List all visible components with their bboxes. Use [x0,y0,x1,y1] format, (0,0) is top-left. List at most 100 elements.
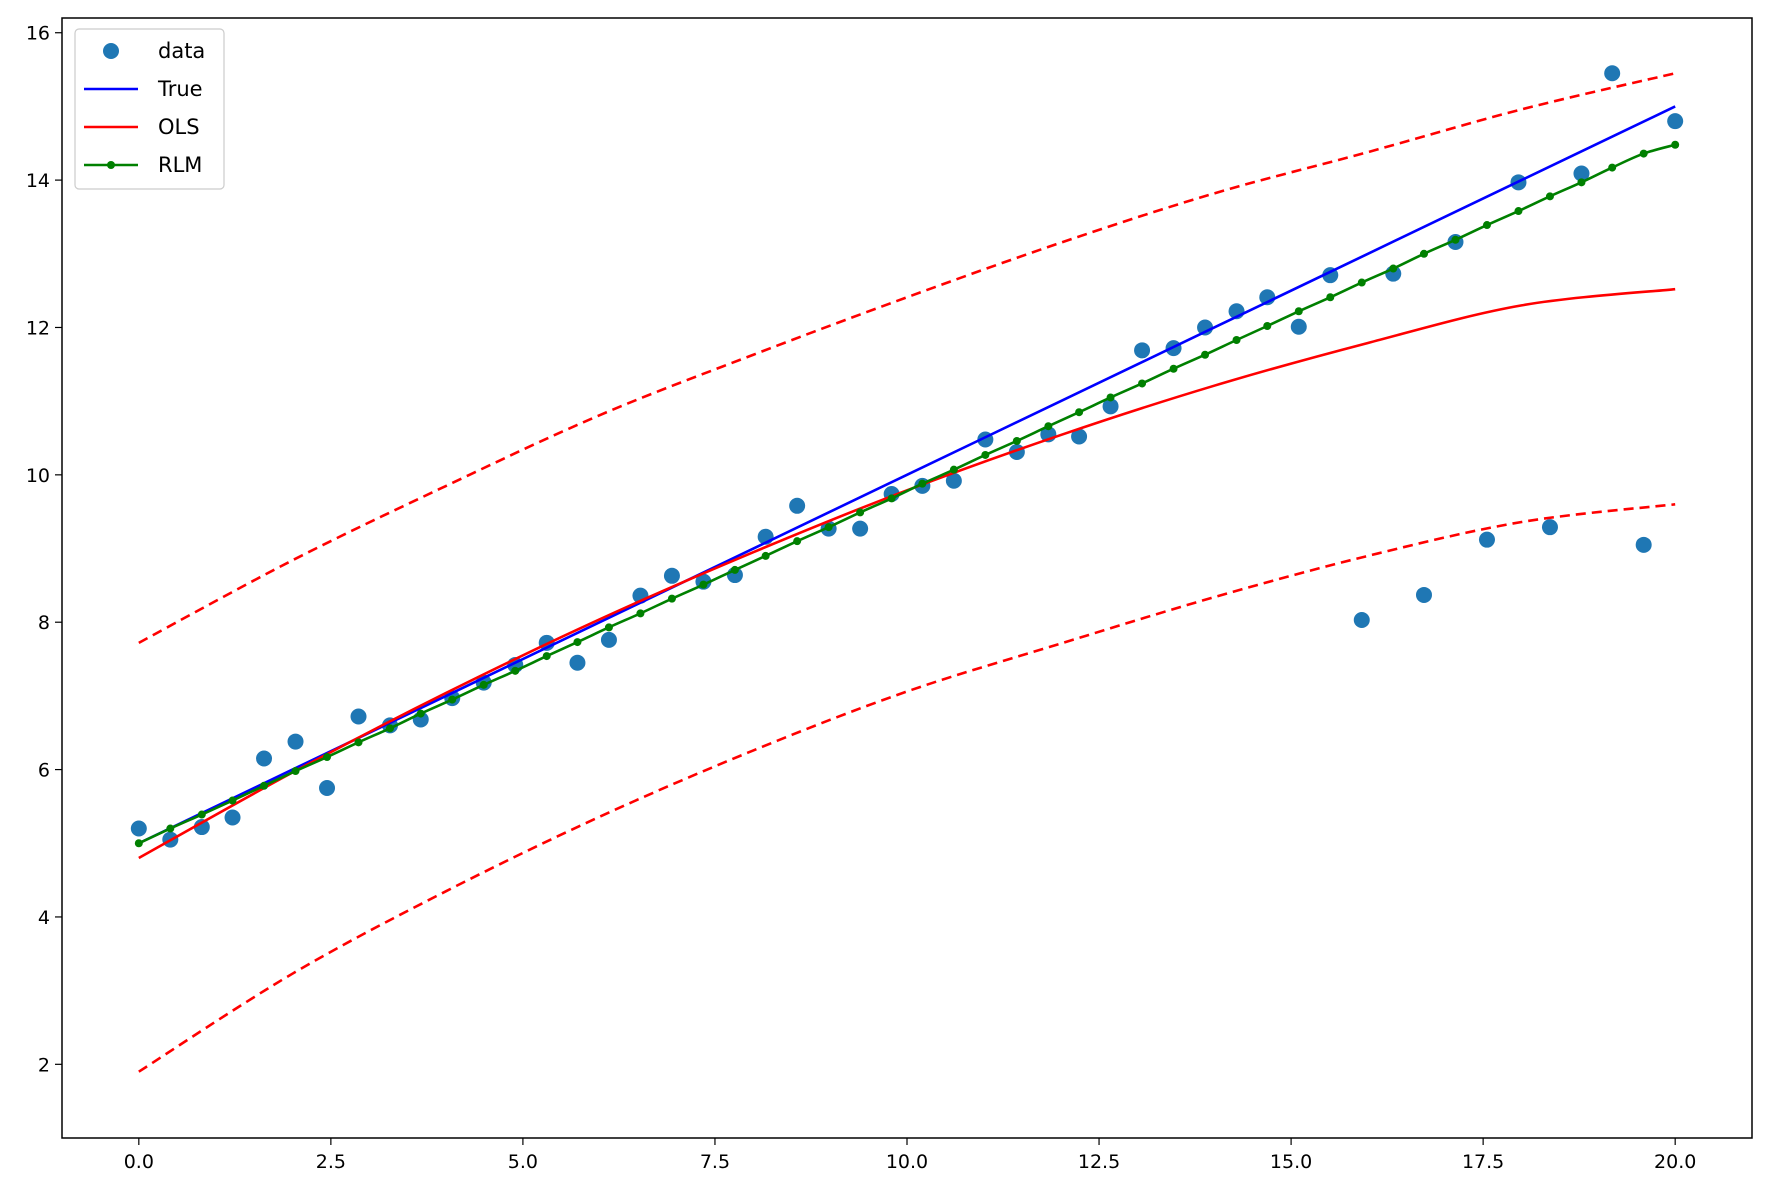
data-point [1478,531,1495,548]
rlm-marker [1357,278,1366,287]
rlm-marker [416,709,425,718]
rlm-marker [824,523,833,532]
data-point [1071,428,1088,445]
rlm-marker [1263,322,1272,330]
legend-label-data: data [158,39,205,63]
x-tick-label: 17.5 [1462,1151,1504,1173]
x-tick-label: 7.5 [700,1151,730,1173]
rlm-marker [1389,264,1398,273]
rlm-marker [260,781,269,790]
plot-frame [61,17,1753,1139]
rlm-marker [636,609,645,618]
rlm-marker [1044,422,1053,431]
data-point [350,708,367,725]
rlm-marker [1326,293,1335,302]
data-point [1415,586,1432,603]
rlm-marker [542,652,551,661]
rlm-marker [918,479,927,488]
data-point [1102,398,1119,415]
rlm-marker [761,551,770,560]
rlm-marker [1608,163,1617,172]
x-tick-label: 2.5 [316,1151,346,1173]
data-point [1667,113,1684,130]
data-point [1134,342,1151,359]
rlm-marker [134,839,143,848]
data-point [130,820,147,837]
data-point [319,780,336,796]
rlm-marker [1169,364,1178,373]
rlm-marker [1294,307,1303,316]
rlm-marker [949,465,958,474]
data-point [1290,318,1307,335]
data-point [224,809,241,826]
data-point [569,654,586,671]
rlm-marker [730,565,739,574]
x-tick-label: 15.0 [1270,1151,1312,1173]
data-point [1541,519,1558,536]
data-point [600,631,617,648]
y-tick-label: 8 [38,612,50,634]
data-point [256,750,273,767]
data-point [1197,319,1214,336]
rlm-marker [354,738,363,747]
data-point [1635,536,1652,553]
rlm-marker [793,537,802,546]
legend-label-rlm: RLM [158,153,202,177]
rlm-marker [386,724,395,733]
rlm-marker [699,580,708,589]
y-tick-label: 14 [26,170,50,192]
rlm-marker [1671,140,1680,149]
legend: data True OLS RLM [74,28,225,190]
x-tick-label: 20.0 [1654,1151,1696,1173]
rlm-marker [604,623,613,632]
data-point [1604,65,1621,82]
x-axis: 0.0 2.5 5.0 7.5 10.0 12.5 15.0 17.5 20.0 [124,1138,1696,1173]
y-tick-label: 16 [26,23,50,45]
rlm-marker [1232,336,1241,344]
rlm-marker [1106,393,1115,402]
rlm-marker [1639,149,1648,158]
rlm-marker [197,810,206,819]
data-point [1573,165,1590,182]
rlm-marker [981,450,990,459]
series-layer [130,65,1684,1073]
rlm-marker [291,767,300,776]
y-tick-label: 10 [26,465,50,487]
true-line [138,105,1676,845]
rlm-marker [228,796,237,805]
y-tick-label: 4 [38,907,50,929]
rlm-marker [856,508,865,517]
legend-marker-data [103,43,119,59]
legend-marker-rlm [107,161,115,169]
y-tick-label: 2 [38,1054,50,1076]
data-point [1353,612,1370,628]
rlm-marker [1012,436,1021,445]
plot-area [62,18,1752,1138]
rlm-marker [479,680,488,689]
rlm-marker [1451,235,1460,244]
rlm-marker [323,753,332,762]
prediction-bound-line [138,71,1676,644]
rlm-marker [1201,350,1210,359]
rlm-marker [166,824,175,833]
x-tick-label: 12.5 [1078,1151,1120,1173]
legend-label-ols: OLS [158,115,200,139]
rlm-marker [1419,249,1428,258]
legend-box [74,28,225,190]
y-tick-label: 6 [38,760,50,782]
rlm-marker [667,594,676,603]
rlm-marker [1577,178,1586,187]
legend-label-true: True [157,77,203,101]
rlm-marker [1545,192,1554,201]
rlm-marker [448,695,457,704]
x-tick-label: 5.0 [508,1151,538,1173]
y-axis: 2 4 6 8 10 12 14 16 [26,23,62,1076]
x-tick-label: 10.0 [886,1151,928,1173]
rlm-marker [511,666,520,675]
rlm-marker [1514,207,1523,216]
data-point [852,520,869,537]
data-point [789,497,806,514]
x-tick-label: 0.0 [124,1151,154,1173]
rlm-marker [1138,379,1147,388]
